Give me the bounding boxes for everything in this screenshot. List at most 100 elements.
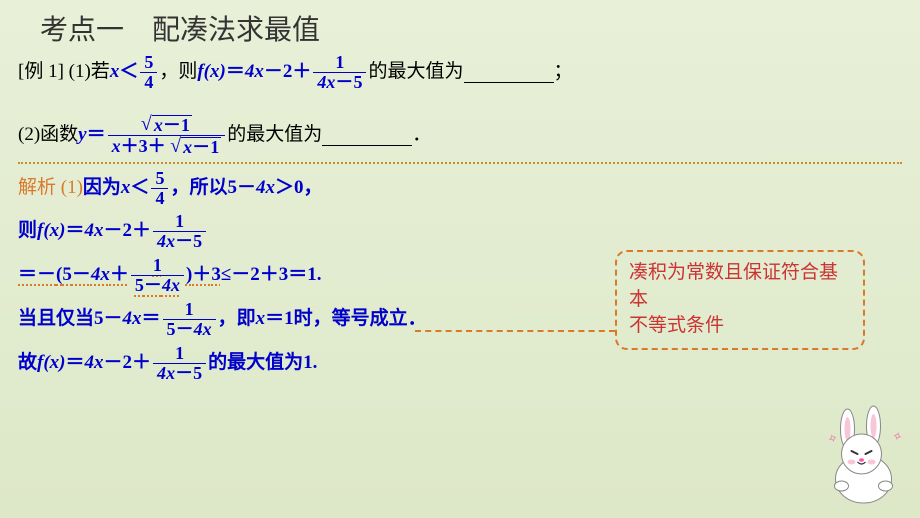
s3-3b: 3 xyxy=(279,264,289,287)
s3-frac: 1 5－4x xyxy=(131,256,184,295)
s2-2: 2 xyxy=(123,220,133,243)
s4-1: 1 xyxy=(284,308,294,331)
note-connector-line xyxy=(415,330,615,332)
p1-frac2: 1 4x－5 xyxy=(313,53,366,92)
p2-prefix: (2)函数 xyxy=(18,124,78,147)
p1-fx: f(x) xyxy=(197,61,225,84)
svg-text:✧: ✧ xyxy=(891,428,904,444)
s1-b: ，所以 xyxy=(170,177,227,200)
s3-1: 1. xyxy=(307,264,321,287)
s2-frac: 1 4x－5 xyxy=(153,212,206,251)
p2-sqrt-x: x xyxy=(154,115,163,135)
p2-suffix1: 的最大值为 xyxy=(227,124,322,147)
s4-eq2: ＝ xyxy=(265,308,284,331)
solution-line-1: 解析 (1) 因为 x ＜ 5 4 ，所以 5 － 4x ＞ 0 ， xyxy=(0,169,920,208)
note-line-2: 不等式条件 xyxy=(629,313,851,340)
s5-plus: ＋ xyxy=(132,352,151,375)
p1-plus: ＋ xyxy=(292,61,311,84)
s5-frac-bot-a: 4x xyxy=(157,363,175,383)
p2-frac: √x－1 x＋3＋ √x－1 xyxy=(108,114,226,157)
s2-fx: f(x) xyxy=(37,220,65,243)
s3-frac-bot-a: 5 xyxy=(135,275,144,295)
s1-a: 因为 xyxy=(83,177,121,200)
s4-frac-bot-m: － xyxy=(176,319,194,339)
solution-line-2: 则 f(x) ＝ 4x － 2 ＋ 1 4x－5 xyxy=(0,212,920,251)
p1-suffix1: 的最大值为 xyxy=(368,61,463,84)
s4-d: ，即 xyxy=(218,308,256,331)
s4-frac: 1 5－4x xyxy=(163,300,216,339)
p2-bot-sqrt-m1: －1 xyxy=(192,137,219,157)
s1-gt: ＞ xyxy=(275,177,294,200)
note-box: 凑积为常数且保证符合基本 不等式条件 xyxy=(615,250,865,350)
s4-frac-bot: 5－4x xyxy=(163,319,216,339)
p1-mid: ，则 xyxy=(159,61,197,84)
s4-eq: ＝ xyxy=(142,308,161,331)
s3-minus: － xyxy=(72,264,91,287)
p2-bot-plus3: ＋3＋ xyxy=(121,136,166,156)
p1-2: 2 xyxy=(283,61,293,84)
s4-frac-bot-a: 5 xyxy=(167,319,176,339)
p1-eq: ＝ xyxy=(226,61,245,84)
s4-4x: 4x xyxy=(123,308,142,331)
p1-frac2-bot-b: －5 xyxy=(335,72,362,92)
s2-frac-bot-b: －5 xyxy=(175,231,202,251)
s5-b: 的最大值为 xyxy=(208,352,303,375)
s1-comma: ， xyxy=(304,177,323,200)
s4-a: 当且仅当 xyxy=(18,308,94,331)
s5-frac-bot: 4x－5 xyxy=(153,363,206,383)
p2-y: y xyxy=(78,124,86,147)
s2-eq: ＝ xyxy=(66,220,85,243)
divider xyxy=(18,162,902,164)
s2-a: 则 xyxy=(18,220,37,243)
solution-line-5: 故 f(x) ＝ 4x － 2 ＋ 1 4x－5 的最大值为 1. xyxy=(0,344,920,383)
s3-frac-bot-b: 4x xyxy=(162,275,180,295)
p2-frac-top: √x－1 xyxy=(137,114,196,135)
s3-frac-top: 1 xyxy=(149,256,166,275)
s2-frac-bot: 4x－5 xyxy=(153,231,206,251)
s3-2: 2 xyxy=(250,264,260,287)
s3-frac-bot: 5－4x xyxy=(131,275,184,295)
s3-plus: ＋ xyxy=(110,264,129,287)
s2-frac-bot-a: 4x xyxy=(157,231,175,251)
p2-suffix2: ． xyxy=(412,124,431,147)
svg-text:✧: ✧ xyxy=(826,430,840,447)
p2-eq: ＝ xyxy=(87,124,106,147)
s1-lt: ＜ xyxy=(130,177,149,200)
s2-frac-top: 1 xyxy=(171,212,188,231)
s4-minus: － xyxy=(104,308,123,331)
s1-0: 0 xyxy=(294,177,304,200)
sol-label: 解析 (1) xyxy=(18,177,83,200)
s1-frac-bot: 4 xyxy=(151,188,168,208)
p1-prefix: [例 1] (1)若 xyxy=(18,61,110,84)
s2-minus: － xyxy=(104,220,123,243)
s3-5: 5 xyxy=(62,264,72,287)
s1-minus: － xyxy=(237,177,256,200)
s5-1: 1. xyxy=(303,352,317,375)
p1-suffix2: ； xyxy=(554,61,573,84)
s5-fx: f(x) xyxy=(37,352,65,375)
p1-frac2-bot-a: 4x xyxy=(317,72,335,92)
problem-1: [例 1] (1)若 x ＜ 5 4 ，则 f(x) ＝ 4x － 2 ＋ 1 … xyxy=(0,53,920,92)
s5-minus: － xyxy=(104,352,123,375)
p1-x: x xyxy=(110,61,120,84)
p1-lt: ＜ xyxy=(119,61,138,84)
s4-5: 5 xyxy=(94,308,104,331)
s5-frac: 1 4x－5 xyxy=(153,344,206,383)
s3-eqneg: ＝－ xyxy=(18,264,56,287)
p1-frac1-top: 5 xyxy=(140,53,157,72)
s5-eq: ＝ xyxy=(66,352,85,375)
s4-frac-bot-b: 4x xyxy=(194,319,212,339)
s1-frac-top: 5 xyxy=(151,169,168,188)
p2-bot-sqrt-x: x xyxy=(183,137,192,157)
s3-plus3: ＋ xyxy=(260,264,279,287)
p2-frac-bot: x＋3＋ √x－1 xyxy=(108,135,226,157)
p1-4x: 4x xyxy=(245,61,264,84)
p1-frac1: 5 4 xyxy=(140,53,157,92)
section-title: 考点一 配凑法求最值 xyxy=(0,0,920,48)
note-line-1: 凑积为常数且保证符合基本 xyxy=(629,260,851,313)
s4-frac-top: 1 xyxy=(181,300,198,319)
s1-5: 5 xyxy=(227,177,237,200)
s1-x: x xyxy=(121,177,131,200)
p1-minus: － xyxy=(264,61,283,84)
s4-f: 时，等号成立． xyxy=(294,308,427,331)
